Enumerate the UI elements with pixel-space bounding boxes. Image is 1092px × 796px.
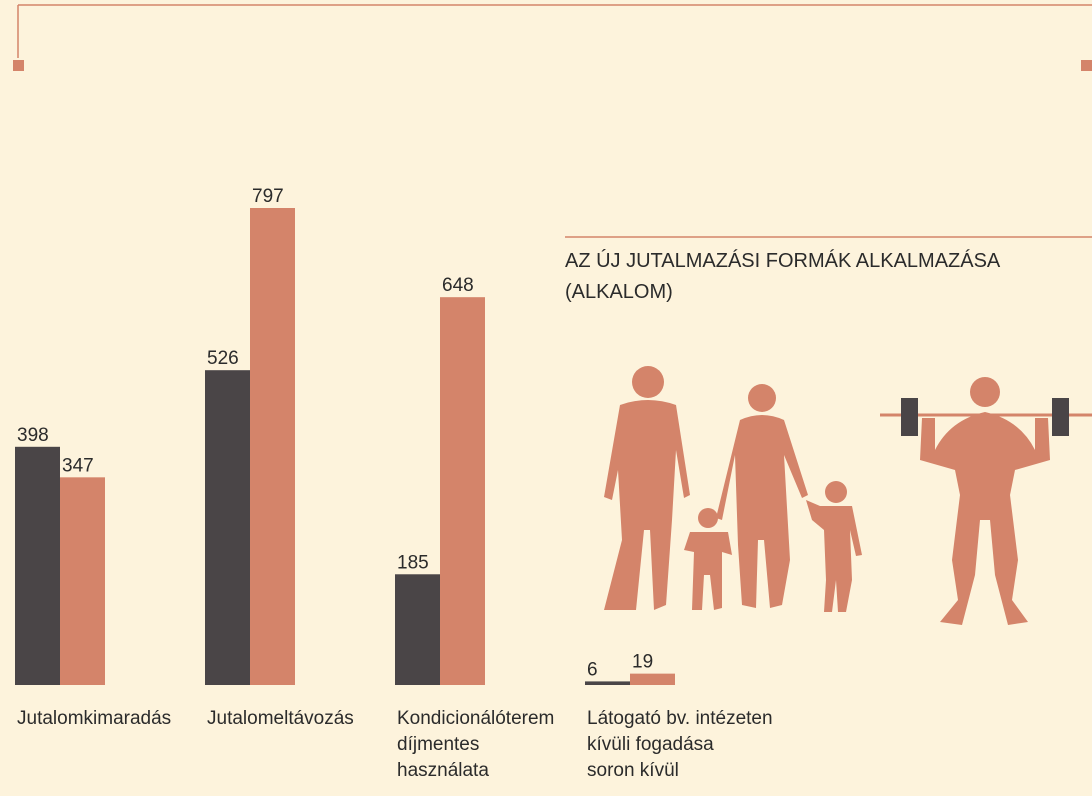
bar — [205, 370, 250, 685]
data-label: 6 — [587, 659, 598, 680]
data-label: 347 — [62, 455, 94, 476]
family-silhouette — [604, 366, 862, 612]
bar — [630, 673, 675, 685]
data-label: 19 — [632, 652, 653, 673]
bar — [60, 477, 105, 685]
weightlifter-silhouette — [880, 377, 1092, 625]
x-tick-label: Látogató bv. intézeten kívüli fogadása s… — [587, 708, 773, 781]
data-label: 526 — [207, 348, 239, 369]
data-label: 398 — [17, 425, 49, 446]
data-label: 185 — [397, 552, 429, 573]
bar — [395, 574, 440, 685]
x-tick-label: Kondicionálóterem díjmentes használata — [397, 708, 555, 781]
bar — [15, 446, 60, 685]
data-label: 648 — [442, 275, 474, 296]
x-tick-label: Jutalomkimaradás — [17, 708, 172, 729]
bar — [440, 297, 485, 685]
chart-title: AZ ÚJ JUTALMAZÁSI FORMÁK ALKALMAZÁSA (AL… — [565, 250, 1000, 303]
x-tick-label: Jutalomeltávozás — [207, 708, 354, 729]
bar — [585, 681, 630, 685]
bar — [250, 208, 295, 685]
frame-decoration — [13, 4, 1092, 238]
data-label: 797 — [252, 186, 284, 207]
